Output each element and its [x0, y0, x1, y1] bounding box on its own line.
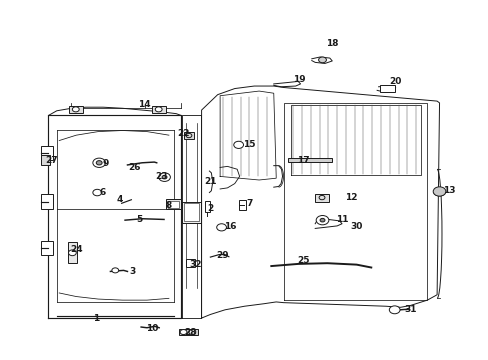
- Circle shape: [155, 107, 162, 112]
- Bar: [152, 106, 165, 113]
- Circle shape: [72, 107, 79, 112]
- Text: 9: 9: [102, 159, 108, 168]
- Text: 26: 26: [128, 163, 141, 172]
- Text: 11: 11: [335, 215, 347, 224]
- Bar: [69, 106, 82, 113]
- Circle shape: [388, 306, 399, 314]
- Circle shape: [68, 250, 76, 256]
- Circle shape: [233, 141, 243, 148]
- Text: 6: 6: [100, 188, 106, 197]
- Circle shape: [93, 158, 105, 167]
- Bar: [168, 201, 179, 208]
- Text: 18: 18: [325, 39, 338, 48]
- Circle shape: [158, 173, 170, 181]
- Circle shape: [316, 216, 328, 225]
- Text: 29: 29: [216, 251, 228, 260]
- Text: 15: 15: [243, 140, 255, 149]
- Bar: [41, 146, 53, 160]
- Circle shape: [216, 224, 226, 231]
- Text: 23: 23: [155, 172, 167, 181]
- Text: 30: 30: [350, 222, 362, 231]
- Text: 3: 3: [129, 267, 135, 276]
- Text: 32: 32: [189, 260, 202, 269]
- Text: 13: 13: [442, 186, 455, 195]
- Bar: [185, 259, 194, 267]
- Circle shape: [162, 175, 166, 179]
- Bar: [182, 202, 200, 223]
- Circle shape: [180, 329, 186, 334]
- Bar: [68, 242, 77, 263]
- Bar: [288, 158, 331, 162]
- Text: 7: 7: [245, 199, 252, 208]
- Text: 21: 21: [203, 177, 216, 186]
- Text: 24: 24: [70, 246, 82, 255]
- Text: 28: 28: [184, 328, 197, 337]
- Text: 10: 10: [145, 324, 158, 333]
- Bar: [41, 241, 53, 255]
- Circle shape: [320, 219, 325, 222]
- Text: 22: 22: [177, 129, 189, 138]
- Text: 27: 27: [45, 156, 58, 165]
- Bar: [41, 155, 50, 165]
- Text: 14: 14: [138, 100, 150, 109]
- Bar: [166, 199, 181, 210]
- Circle shape: [432, 187, 445, 196]
- Circle shape: [112, 268, 119, 273]
- Text: 16: 16: [223, 222, 236, 231]
- Bar: [183, 132, 194, 139]
- Text: 4: 4: [117, 195, 123, 204]
- Circle shape: [93, 189, 102, 196]
- Text: 19: 19: [292, 75, 305, 84]
- Circle shape: [188, 329, 195, 334]
- Bar: [178, 329, 198, 335]
- Text: 31: 31: [403, 305, 416, 314]
- Text: 5: 5: [136, 215, 142, 224]
- Text: 17: 17: [296, 156, 309, 165]
- Text: 12: 12: [345, 193, 357, 202]
- Text: 1: 1: [92, 314, 99, 323]
- Bar: [238, 201, 245, 211]
- Bar: [204, 201, 210, 212]
- Text: 2: 2: [207, 204, 213, 213]
- Bar: [379, 85, 394, 92]
- Bar: [41, 194, 53, 209]
- Text: 8: 8: [165, 201, 172, 210]
- Bar: [315, 194, 328, 202]
- Bar: [183, 203, 198, 221]
- Circle shape: [318, 57, 326, 63]
- Text: 20: 20: [388, 77, 401, 86]
- Circle shape: [96, 161, 102, 165]
- Text: 25: 25: [296, 256, 308, 265]
